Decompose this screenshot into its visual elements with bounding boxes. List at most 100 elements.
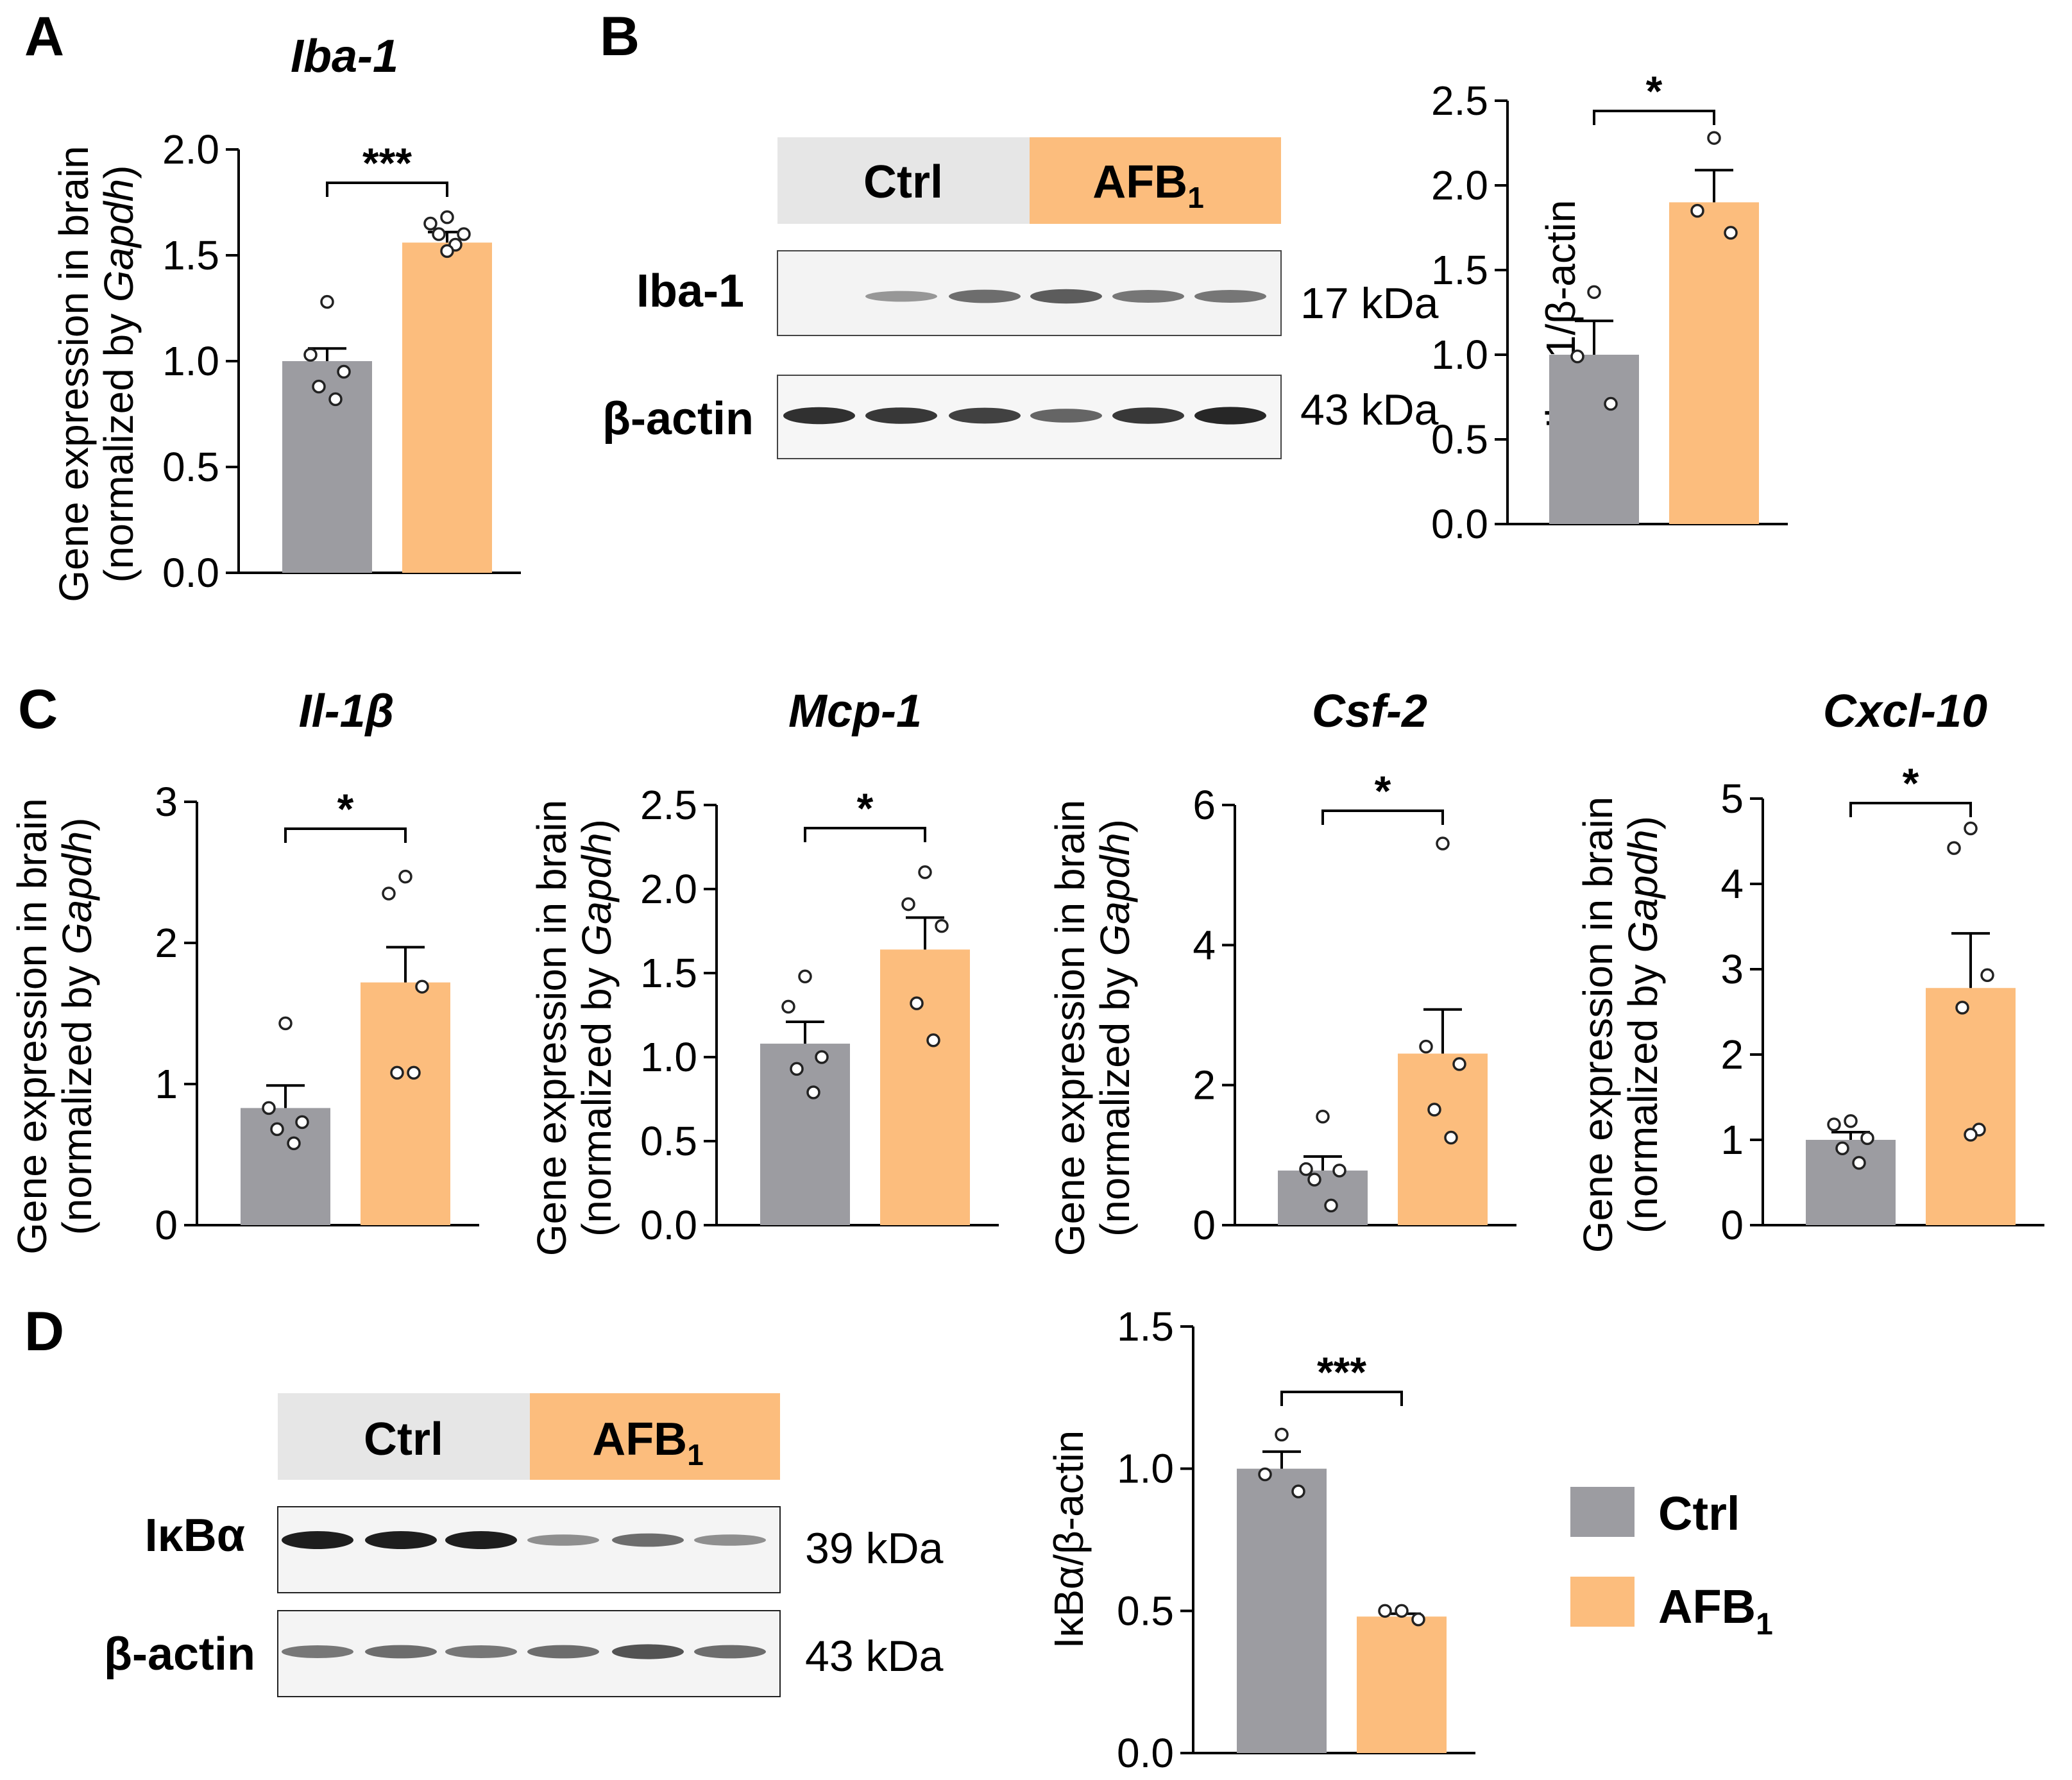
chart-c1: Il-1β Gene expression in brain(normalized… [9, 686, 479, 1255]
blot-band [527, 1534, 599, 1546]
data-point [1324, 1198, 1338, 1213]
blot-band [1030, 289, 1102, 304]
data-point [1299, 1162, 1313, 1176]
chart-title: Iba-1 [291, 31, 398, 82]
y-tick-label: 2.5 [640, 782, 697, 828]
data-point [1835, 1141, 1849, 1156]
data-point [1690, 203, 1704, 218]
blot-band [612, 1644, 684, 1659]
blot-d-ctrl-label: Ctrl [364, 1414, 443, 1465]
data-point [1378, 1604, 1392, 1618]
data-point [423, 216, 437, 231]
data-point [1964, 821, 1978, 836]
data-point [1395, 1604, 1409, 1618]
blot-b-ctrl-label: Ctrl [863, 157, 943, 208]
data-point [407, 1065, 421, 1080]
data-point [457, 227, 471, 241]
data-point [1724, 226, 1738, 240]
y-axis-label: IκBα/β-actin [1046, 1430, 1092, 1649]
blot-band [365, 1645, 437, 1659]
y-tick-label: 0 [1193, 1202, 1216, 1248]
legend-label-afb: AFB1 [1658, 1580, 1773, 1641]
y-tick-label: 0.0 [640, 1202, 697, 1248]
chart-title: Il-1β [299, 686, 395, 737]
y-axis-label-line1: Gene expression in brain [1047, 800, 1093, 1257]
data-point [320, 294, 334, 309]
significance-label: * [337, 785, 354, 833]
y-tick-label: 0.5 [162, 444, 219, 490]
significance-bracket [284, 827, 407, 843]
blot-band [694, 1645, 766, 1659]
y-tick-label: 2 [155, 920, 178, 966]
data-point [781, 999, 795, 1014]
blot-band [445, 1531, 517, 1549]
significance-label: * [1646, 67, 1663, 115]
bar-ctrl [1549, 355, 1639, 524]
y-tick-label: 0.0 [1117, 1730, 1174, 1776]
blot-b-row-label-actin: β-actin [602, 393, 754, 445]
data-point [1964, 1128, 1978, 1142]
y-axis-label-line2: (normalized by Gapdh) [1620, 816, 1666, 1233]
data-point [1332, 1164, 1346, 1178]
chart-d: IκBα/β-actin 0.0 0.5 1.0 1.5 *** [1046, 1303, 1475, 1776]
western-blot-b: Ctrl AFB1 Iba-1 β-actin 17 kDa 43 kDa [602, 137, 1439, 459]
panel-letter-d: D [24, 1301, 64, 1362]
blot-d-ikba-membrane [277, 1506, 781, 1593]
y-tick-label: 0.5 [1431, 416, 1488, 462]
panel-letter-a: A [24, 6, 64, 67]
y-tick-label: 4 [1193, 922, 1216, 968]
y-axis-label-line1: Gene expression in brain [529, 800, 575, 1257]
data-point [337, 364, 351, 379]
data-point [935, 919, 949, 933]
data-point [1827, 1117, 1841, 1132]
data-point [303, 348, 318, 362]
bar-ctrl [1237, 1468, 1327, 1753]
y-axis-label-line2: (normalized by Gapdh) [54, 818, 100, 1235]
blot-d-kda-ikba: 39 kDa [805, 1524, 944, 1573]
y-tick-label: 4 [1720, 861, 1744, 907]
data-point [1570, 349, 1584, 364]
data-point [328, 392, 343, 407]
legend-swatch-afb [1570, 1577, 1635, 1627]
y-tick-label: 1 [1720, 1117, 1744, 1163]
y-tick-label: 1.5 [162, 232, 219, 278]
data-point [1419, 1039, 1433, 1054]
blot-band [365, 1531, 437, 1549]
significance-bracket [1593, 110, 1715, 125]
chart-title: Cxcl-10 [1823, 686, 1987, 737]
data-point [926, 1033, 940, 1047]
chart-title: Csf-2 [1312, 686, 1427, 737]
bar-ctrl [282, 361, 372, 573]
y-tick-label: 2.0 [1431, 162, 1488, 208]
y-tick-label: 1.0 [1117, 1446, 1174, 1492]
data-point [1844, 1114, 1858, 1128]
y-tick-label: 0 [155, 1202, 178, 1248]
data-point [918, 865, 932, 879]
y-tick-label: 6 [1193, 782, 1216, 828]
blot-band [1112, 290, 1184, 303]
blot-band [445, 1645, 517, 1658]
legend-swatch-ctrl [1570, 1487, 1635, 1537]
y-tick-label: 2.0 [640, 866, 697, 912]
blot-b-afb-label: AFB1 [1092, 157, 1204, 214]
blot-b-iba1-membrane [777, 250, 1282, 336]
significance-label: * [1903, 759, 1919, 807]
blot-b-ctrl-header [777, 137, 1030, 224]
blot-d-afb-label: AFB1 [592, 1414, 704, 1471]
bar-ctrl [760, 1044, 850, 1225]
blot-band [865, 291, 937, 302]
blot-d-row-label-ikba: IκBα [145, 1510, 245, 1561]
blot-d-row-label-actin: β-actin [104, 1629, 255, 1680]
y-tick-label: 0.0 [1431, 501, 1488, 547]
data-point [1291, 1484, 1305, 1498]
y-axis-label-line2: (normalized by Gapdh) [1092, 819, 1138, 1237]
significance-label: *** [1317, 1348, 1366, 1396]
data-point [1852, 1156, 1866, 1170]
significance-label: *** [362, 139, 412, 187]
y-tick-label: 0.5 [1117, 1588, 1174, 1634]
legend-label-ctrl: Ctrl [1658, 1487, 1740, 1540]
data-point [415, 979, 429, 994]
y-tick-label: 0 [1720, 1202, 1744, 1248]
blot-band [1112, 407, 1184, 424]
